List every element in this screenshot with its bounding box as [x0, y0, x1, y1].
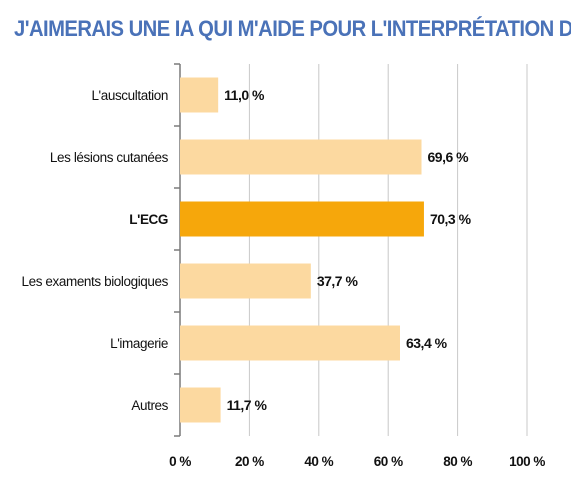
x-tick-label: 0 %	[169, 454, 191, 469]
x-tick-label: 20 %	[235, 454, 264, 469]
bar	[180, 77, 219, 113]
x-tick-label: 60 %	[374, 454, 403, 469]
category-label: L'auscultation	[91, 88, 168, 103]
bar	[180, 201, 424, 237]
x-tick-label: 40 %	[304, 454, 333, 469]
data-label: 11,7 %	[227, 397, 268, 413]
bar	[180, 139, 422, 175]
bar	[180, 387, 221, 423]
bar	[180, 325, 400, 361]
data-label: 70,3 %	[430, 211, 472, 227]
y-axis	[174, 63, 181, 437]
bar	[180, 263, 311, 299]
labels: 0 % 20 % 40 % 60 % 80 % 100 % L'auscultation 11…	[21, 87, 545, 469]
x-tick-label: 80 %	[443, 454, 472, 469]
category-label: Autres	[131, 398, 168, 413]
bars	[180, 77, 424, 423]
data-label: 37,7 %	[317, 273, 359, 289]
x-tick-label: 100 %	[509, 454, 545, 469]
grid-lines	[248, 64, 528, 436]
chart-title: J'AIMERAIS UNE IA QUI M'AIDE POUR L'INTE…	[14, 16, 571, 41]
category-label: L'imagerie	[110, 336, 168, 351]
data-label: 63,4 %	[406, 335, 448, 351]
data-label: 11,0 %	[224, 87, 265, 103]
data-label: 69,6 %	[428, 149, 470, 165]
category-label: Les examents biologiques	[21, 274, 168, 289]
category-label: Les lésions cutanées	[50, 150, 169, 165]
category-label: L'ECG	[129, 212, 168, 227]
